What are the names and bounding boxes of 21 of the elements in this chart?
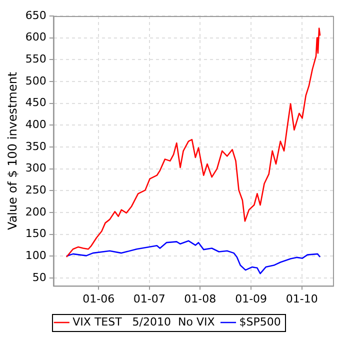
y-tick-label: 500: [25, 74, 46, 88]
legend-label: VIX TEST 5/2010 No VIX: [72, 315, 216, 328]
y-tick-label: 100: [25, 248, 46, 262]
y-axis-title: Value of $ 100 investment: [5, 72, 20, 230]
y-tick-label: 650: [25, 8, 46, 22]
legend-label: $SP500: [239, 315, 281, 328]
y-tick-label: 450: [25, 96, 46, 110]
x-tick-label: 01-06: [82, 292, 115, 306]
y-tick-label: 200: [25, 205, 46, 218]
y-tick-label: 350: [25, 140, 46, 153]
x-tick-label: 01-08: [184, 292, 216, 306]
y-tick-label: 550: [25, 52, 46, 66]
x-tick-label: 01-09: [235, 292, 268, 306]
y-tick-label: 250: [25, 183, 46, 196]
y-tick-label: 600: [25, 30, 46, 44]
x-tick-label: 01-10: [286, 292, 318, 306]
y-tick-label: 300: [25, 162, 46, 175]
y-tick-label: 50: [32, 270, 46, 284]
x-tick-label: 01-07: [133, 292, 166, 306]
y-tick-label: 150: [25, 227, 46, 240]
y-tick-label: 400: [25, 118, 46, 131]
